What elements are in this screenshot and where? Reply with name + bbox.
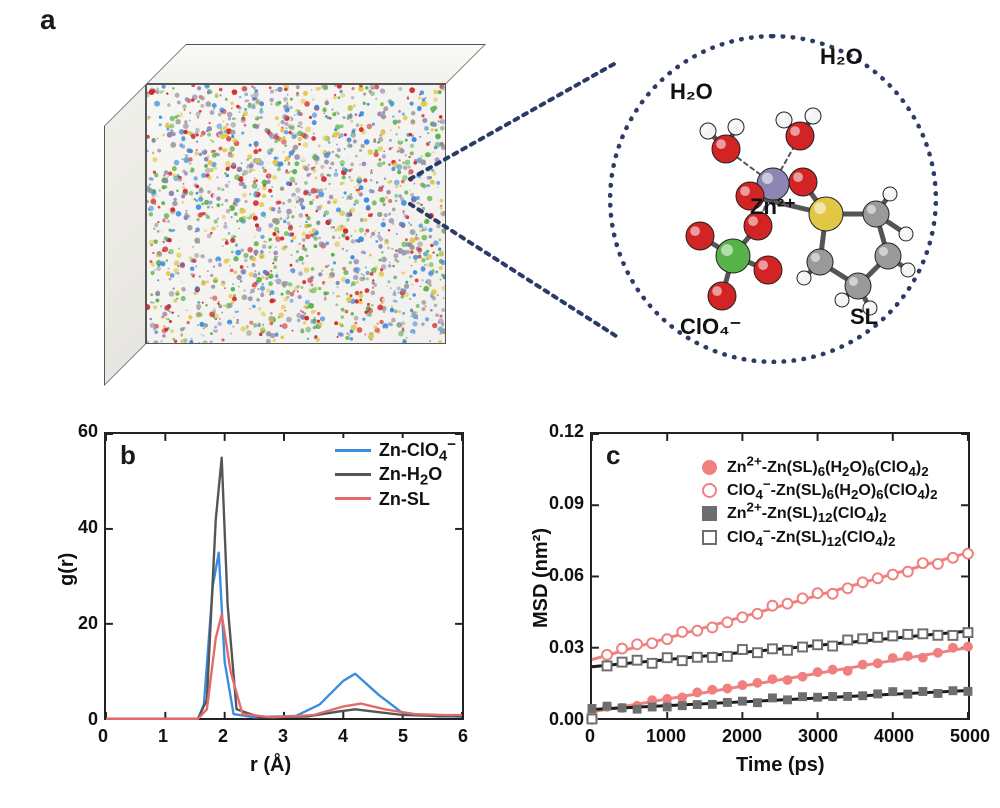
legend-b-row: Zn-H2O: [335, 462, 456, 486]
plot-b-xtick: 1: [158, 726, 168, 747]
plot-c-ylabel: MSD (nm²): [530, 528, 553, 628]
md-simulation-box: [104, 34, 484, 362]
figure-container: a H₂O H₂O Zn²⁺ ClO₄⁻ SL b Zn-ClO4−Zn-H2O…: [0, 0, 1000, 808]
panel-c: c Zn2+-Zn(SL)6(H2O)6(ClO4)2ClO4−-Zn(SL)6…: [504, 416, 982, 776]
label-zn: Zn²⁺: [750, 194, 796, 220]
legend-c-row: ClO4−-Zn(SL)12(ClO4)2: [702, 526, 938, 549]
label-sl: SL: [850, 304, 878, 330]
plot-b-ytick: 0: [70, 709, 98, 730]
plot-c-frame: c Zn2+-Zn(SL)6(H2O)6(ClO4)2ClO4−-Zn(SL)6…: [590, 432, 970, 720]
plot-c-ytick: 0.09: [534, 493, 584, 514]
panel-a: a H₂O H₂O Zn²⁺ ClO₄⁻ SL: [40, 4, 960, 384]
legend-c-row: ClO4−-Zn(SL)6(H2O)6(ClO4)2: [702, 479, 938, 502]
plot-b-xtick: 4: [338, 726, 348, 747]
plot-c-xtick: 5000: [948, 726, 992, 747]
plot-b-xtick: 6: [458, 726, 468, 747]
plot-b-xtick: 0: [98, 726, 108, 747]
legend-c: Zn2+-Zn(SL)6(H2O)6(ClO4)2ClO4−-Zn(SL)6(H…: [702, 456, 938, 549]
legend-b: Zn-ClO4−Zn-H2OZn-SL: [335, 438, 456, 511]
plot-c-ytick: 0.00: [534, 709, 584, 730]
legend-b-row: Zn-ClO4−: [335, 438, 456, 462]
plot-b-xtick: 3: [278, 726, 288, 747]
legend-c-row: Zn2+-Zn(SL)12(ClO4)2: [702, 502, 938, 525]
plot-c-ytick: 0.03: [534, 637, 584, 658]
plot-c-xtick: 4000: [872, 726, 916, 747]
plot-b-ytick: 40: [70, 517, 98, 538]
panel-b: b Zn-ClO4−Zn-H2OZn-SL 0 1 2 3 4 5 6 0 20 40 60 r …: [40, 416, 472, 776]
plot-c-xtick: 2000: [720, 726, 764, 747]
label-clo4: ClO₄⁻: [680, 314, 741, 340]
plot-c-xtick: 1000: [644, 726, 688, 747]
plot-c-ytick: 0.12: [534, 421, 584, 442]
panel-c-label: c: [606, 440, 620, 471]
md-box-side: [104, 84, 146, 386]
plot-b-xtick: 2: [218, 726, 228, 747]
panel-b-label: b: [120, 440, 136, 471]
plot-b-frame: b Zn-ClO4−Zn-H2OZn-SL: [104, 432, 464, 720]
legend-b-row: Zn-SL: [335, 487, 456, 511]
legend-c-row: Zn2+-Zn(SL)6(H2O)6(ClO4)2: [702, 456, 938, 479]
label-h2o-right: H₂O: [820, 44, 863, 70]
plot-c-xlabel: Time (ps): [736, 754, 825, 777]
md-box-front: [146, 84, 446, 344]
plot-b-xlabel: r (Å): [250, 754, 291, 777]
plot-b-ytick: 60: [70, 421, 98, 442]
label-h2o-left: H₂O: [670, 79, 713, 105]
plot-c-xtick: 3000: [796, 726, 840, 747]
md-particles: [147, 85, 445, 343]
plot-b-ytick: 20: [70, 613, 98, 634]
plot-b-xtick: 5: [398, 726, 408, 747]
md-box-top: [146, 44, 486, 84]
plot-b-ylabel: g(r): [56, 553, 79, 586]
panel-a-label: a: [40, 4, 56, 36]
